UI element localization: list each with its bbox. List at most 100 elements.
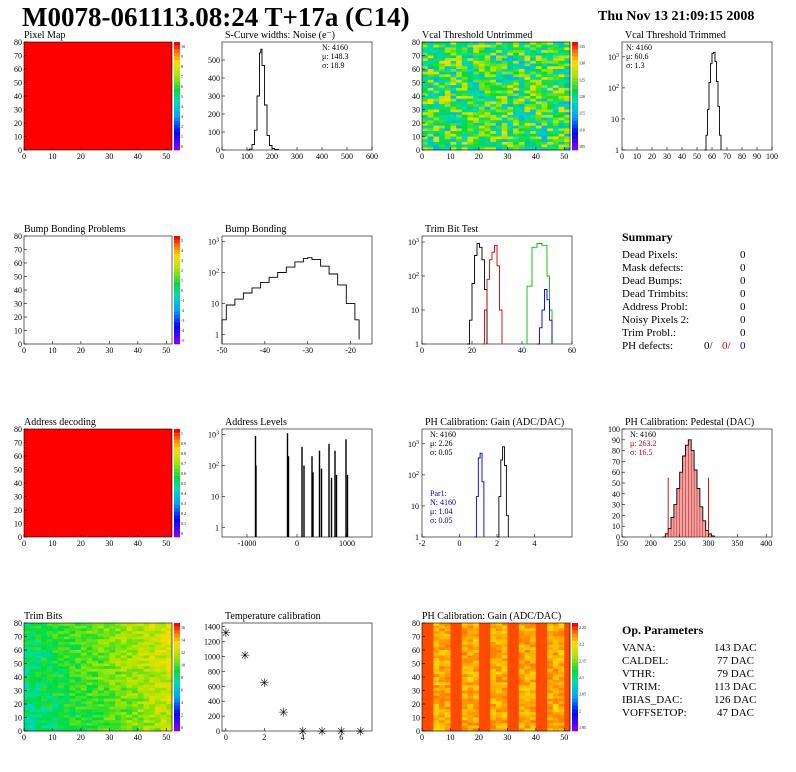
heatmap-cell [467, 147, 474, 151]
heatmap-cell [450, 44, 457, 48]
heatmap-cell [547, 63, 554, 67]
heatmap-cell [456, 628, 463, 632]
stats-line: μ: 148.3 [322, 52, 349, 61]
heatmap-cell [473, 104, 480, 108]
x-tick-label: 0 [22, 539, 26, 548]
heatmap-cell [530, 625, 537, 629]
heatmap-cell [41, 693, 48, 697]
heatmap-cell [467, 647, 474, 651]
palette-swatch [174, 429, 180, 433]
heatmap-cell [444, 85, 451, 89]
heatmap-cell [24, 706, 31, 710]
heatmap-cell [524, 644, 531, 648]
heatmap-cell [530, 98, 537, 102]
heatmap-cell [456, 66, 463, 70]
heatmap-cell [530, 101, 537, 105]
heatmap-cell [490, 655, 497, 659]
y-tick-label: 10 [14, 714, 22, 723]
heatmap-cell [422, 42, 429, 46]
heatmap-cell [558, 79, 565, 83]
y-tick-label: 20 [14, 313, 22, 322]
heatmap-cell [535, 698, 542, 702]
heatmap-cell [535, 687, 542, 691]
heatmap-cell [427, 42, 434, 46]
heatmap-cell [478, 125, 485, 129]
heatmap-cell [541, 717, 548, 721]
heatmap-cell [433, 725, 440, 729]
row-label: IBIAS_DAC: [622, 694, 683, 706]
heatmap-cell [558, 87, 565, 91]
heatmap-cell [109, 712, 116, 716]
palette-swatch [174, 648, 180, 653]
x-tick-label: 2 [262, 733, 266, 742]
heatmap-cell [541, 712, 548, 716]
heatmap-cell [126, 701, 133, 705]
heatmap-cell [524, 666, 531, 670]
heatmap-cell [41, 712, 48, 716]
heatmap-cell [484, 66, 491, 70]
heatmap-cell [52, 628, 59, 632]
heatmap-cell [126, 704, 133, 708]
heatmap-cell [501, 704, 508, 708]
heatmap-cell [473, 647, 480, 651]
heatmap-cell [461, 50, 468, 54]
heatmap-cell [63, 663, 70, 667]
heatmap-cell [69, 717, 76, 721]
heatmap-cell [552, 141, 559, 145]
heatmap-cell [547, 709, 554, 713]
heatmap-cell [496, 123, 503, 127]
heatmap-cell [58, 668, 65, 672]
heatmap-cell [456, 660, 463, 664]
heatmap-cell [126, 641, 133, 645]
heatmap-cell [473, 668, 480, 672]
palette-swatch [174, 42, 180, 46]
y-tick-label: 80 [612, 447, 620, 456]
heatmap-cell [507, 623, 514, 627]
heatmap-cell [501, 74, 508, 78]
heatmap-cell [450, 98, 457, 102]
heatmap-cell [98, 725, 105, 729]
palette-tick-label: 9 [181, 54, 183, 59]
heatmap-cell [120, 698, 127, 702]
palette-swatch [174, 142, 180, 147]
x-tick-label: 20 [475, 152, 483, 161]
heatmap-cell [467, 674, 474, 678]
heatmap-cell [427, 644, 434, 648]
heatmap-cell [103, 685, 110, 689]
heatmap-cell [427, 693, 434, 697]
chart-title: Trim Bits [24, 611, 62, 622]
heatmap-cell [154, 728, 161, 732]
heatmap-cell [109, 717, 116, 721]
heatmap-cell [98, 666, 105, 670]
heatmap-cell [450, 639, 457, 643]
heatmap-cell [552, 677, 559, 681]
heatmap-cell [524, 695, 531, 699]
heatmap-cell [558, 104, 565, 108]
heatmap-cell [541, 79, 548, 83]
heatmap-cell [80, 706, 87, 710]
heatmap-cell [490, 677, 497, 681]
heatmap-cell [473, 52, 480, 56]
heatmap-cell [456, 636, 463, 640]
heatmap-cell [433, 695, 440, 699]
heatmap-cell [46, 701, 53, 705]
palette-swatch [572, 121, 578, 126]
heatmap-cell [461, 623, 468, 627]
heatmap-cell [541, 147, 548, 151]
heatmap-cell [427, 623, 434, 627]
heatmap-cell [35, 695, 42, 699]
palette-swatch [174, 695, 180, 699]
heatmap-cell [86, 679, 93, 683]
heatmap-cell [564, 71, 571, 75]
heatmap-cell [507, 139, 514, 143]
heatmap-cell [501, 112, 508, 116]
heatmap-cell [501, 625, 508, 629]
heatmap-cell [143, 658, 150, 662]
heatmap-cell [439, 139, 446, 143]
heatmap-cell [513, 636, 520, 640]
heatmap-cell [496, 147, 503, 151]
heatmap-cell [524, 58, 531, 62]
heatmap-cell [541, 141, 548, 145]
x-tick-label: 0 [620, 152, 624, 161]
palette-swatch [572, 705, 578, 710]
